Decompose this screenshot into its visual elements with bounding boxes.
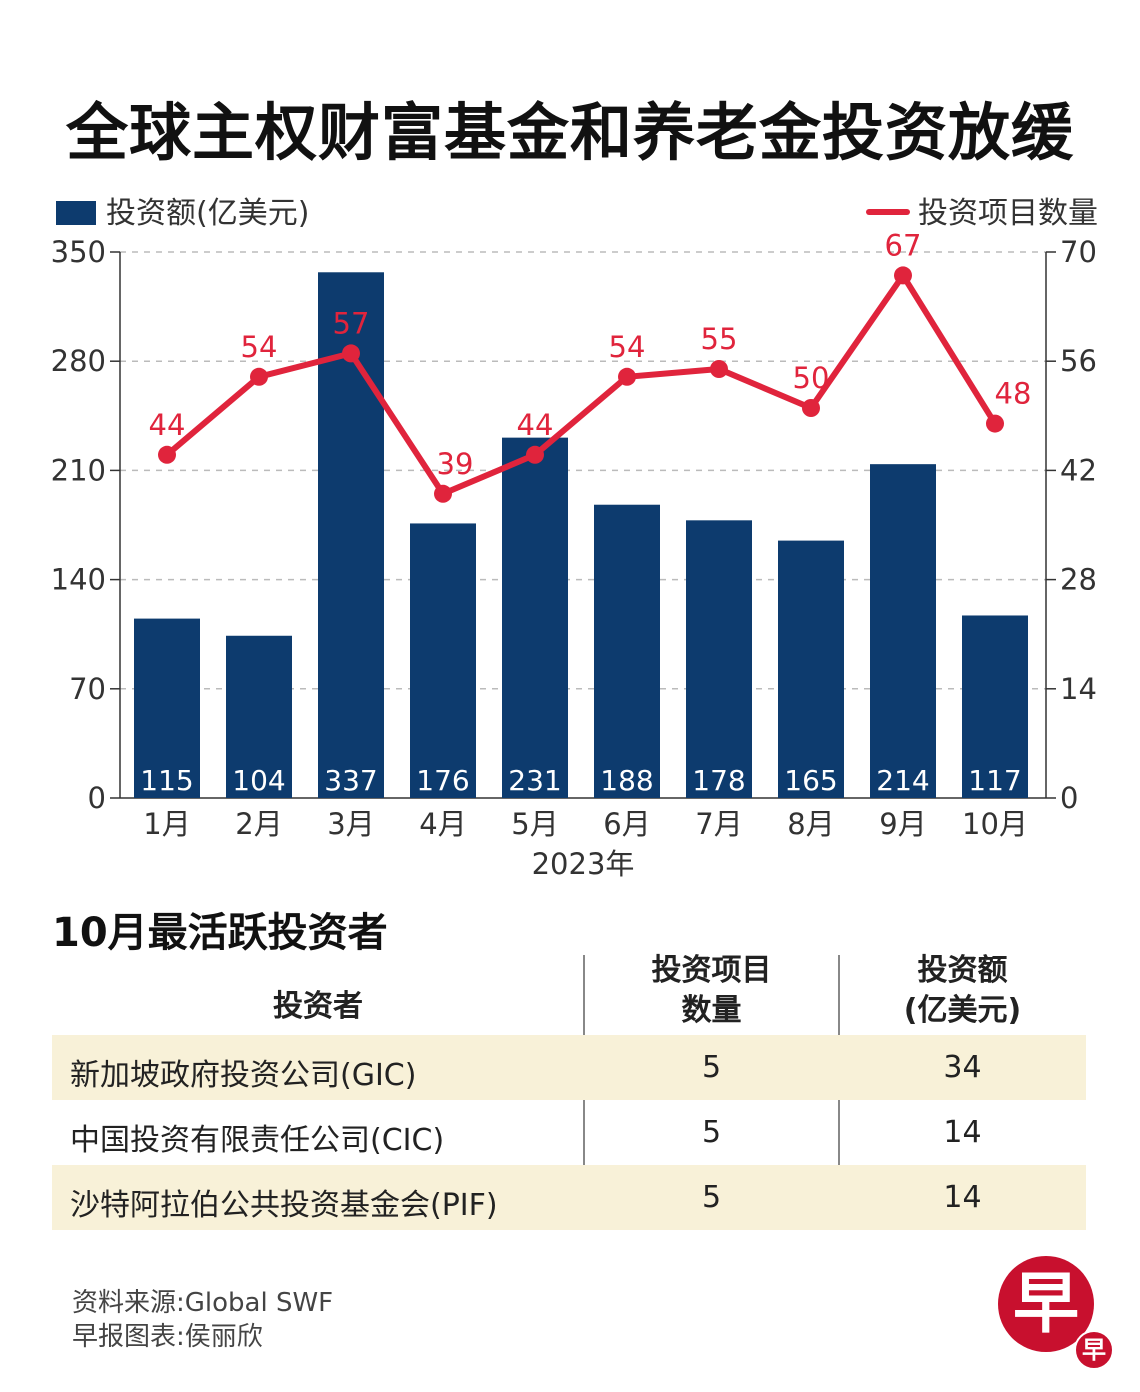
bar: [962, 615, 1028, 798]
cell-investor: 中国投资有限责任公司(CIC): [70, 1123, 445, 1158]
line-point: [158, 445, 176, 464]
x-tick-label: 1月: [143, 807, 190, 841]
left-tick-label: 70: [69, 672, 106, 706]
line-value-label: 54: [609, 330, 646, 364]
header-count: 投资项目 数量: [584, 951, 839, 1031]
bar-value-label: 165: [784, 764, 837, 797]
legend-bar-label: 投资额(亿美元): [106, 196, 310, 231]
line-point: [526, 445, 544, 464]
line-value-label: 44: [517, 408, 554, 442]
x-tick-label: 9月: [879, 807, 926, 841]
right-tick-label: 56: [1060, 344, 1097, 378]
zaobao-logo-small: 早: [1074, 1330, 1114, 1370]
header-text: (亿美元): [903, 993, 1022, 1028]
line-point: [710, 360, 728, 378]
header-amount: 投资额 (亿美元): [839, 951, 1086, 1031]
line-point: [894, 266, 912, 285]
cell-investor: 新加坡政府投资公司(GIC): [70, 1058, 417, 1093]
line-value-label: 44: [149, 408, 186, 442]
left-tick-label: 140: [51, 563, 106, 597]
bar: [686, 520, 752, 798]
legend-bar: 投资额(亿美元): [56, 188, 309, 232]
bar: [778, 540, 844, 798]
legend-line-label: 投资项目数量: [918, 196, 1098, 231]
bar: [410, 523, 476, 798]
cell-investor: 沙特阿拉伯公共投资基金会(PIF): [70, 1188, 498, 1223]
right-tick-label: 0: [1060, 781, 1078, 815]
bar-value-label: 176: [416, 764, 469, 797]
x-tick-label: 7月: [695, 807, 742, 841]
bar-value-label: 231: [508, 764, 561, 797]
bar: [134, 618, 200, 798]
left-tick-label: 210: [51, 453, 106, 487]
left-tick-label: 350: [51, 235, 106, 269]
header-text: 投资者: [273, 989, 363, 1024]
x-tick-label: 5月: [511, 807, 558, 841]
line-point: [986, 414, 1004, 433]
right-tick-label: 14: [1060, 672, 1097, 706]
table-title: 10月最活跃投资者: [52, 910, 388, 956]
cell-amount: 14: [943, 1180, 982, 1215]
line-point: [618, 367, 636, 386]
x-tick-label: 4月: [419, 807, 466, 841]
line-point: [434, 484, 452, 503]
cell-amount: 14: [943, 1115, 982, 1150]
bar-value-label: 115: [140, 764, 193, 797]
line-point: [250, 367, 268, 386]
combo-chart: 0 0 70 14 140 28 210 42 280 56 350 70 115 1月 104 2月 337 3…: [51, 230, 1097, 881]
bar: [502, 437, 568, 798]
x-tick-label: 2月: [235, 807, 282, 841]
x-tick-label: 6月: [603, 807, 650, 841]
legend-line: 投资项目数量: [866, 188, 1098, 232]
x-tick-label: 3月: [327, 807, 374, 841]
left-tick-label: 0: [88, 781, 106, 815]
bar: [870, 464, 936, 798]
credit-note: 早报图表:侯丽欣: [72, 1322, 263, 1352]
right-tick-label: 70: [1060, 235, 1097, 269]
x-tick-label: 10月: [962, 807, 1028, 841]
bar-value-label: 117: [968, 764, 1021, 797]
right-tick-label: 42: [1060, 453, 1097, 487]
line-point: [802, 399, 820, 417]
cell-count: 5: [701, 1180, 722, 1215]
line-value-label: 55: [701, 322, 738, 356]
line-value-label: 67: [885, 230, 922, 262]
table-header: 投资者 投资项目数量 投资额 (亿美元): [52, 953, 1086, 1037]
line-value-label: 39: [437, 447, 474, 481]
cell-count: 5: [701, 1050, 722, 1085]
table-row: 沙特阿拉伯公共投资基金会(PIF) 5 14: [52, 1165, 1086, 1230]
source-note: 资料来源:Global SWF: [72, 1288, 334, 1318]
bar-value-label: 188: [600, 764, 653, 797]
left-tick-label: 280: [51, 344, 106, 378]
header-investor: 投资者: [52, 987, 584, 1027]
table-row: 新加坡政府投资公司(GIC) 5 34: [52, 1035, 1086, 1100]
bar-value-label: 214: [876, 764, 929, 797]
x-tick-label: 8月: [787, 807, 834, 841]
line-point: [342, 344, 360, 363]
bar: [594, 504, 660, 798]
header-text: 数量: [681, 993, 742, 1028]
table-row: 中国投资有限责任公司(CIC) 5 14: [52, 1100, 1086, 1165]
x-axis-label: 2023年: [532, 847, 635, 881]
cell-count: 5: [701, 1115, 722, 1150]
right-tick-label: 28: [1060, 563, 1097, 597]
line-value-label: 54: [241, 330, 278, 364]
line-value-label: 57: [333, 306, 370, 340]
cell-amount: 34: [943, 1050, 982, 1085]
bar-value-label: 178: [692, 764, 745, 797]
header-text: 投资项目: [651, 953, 772, 988]
legend-bar-swatch: [56, 201, 96, 225]
page-title: 全球主权财富基金和养老金投资放缓: [65, 96, 1074, 169]
bar-value-label: 337: [324, 764, 377, 797]
line-value-label: 50: [793, 361, 830, 395]
line-value-label: 48: [995, 377, 1032, 411]
bar: [226, 635, 292, 798]
bar-value-label: 104: [232, 764, 285, 797]
legend-line-swatch: [866, 209, 910, 215]
header-text: 投资额: [917, 953, 1008, 988]
series-line: [165, 272, 998, 497]
